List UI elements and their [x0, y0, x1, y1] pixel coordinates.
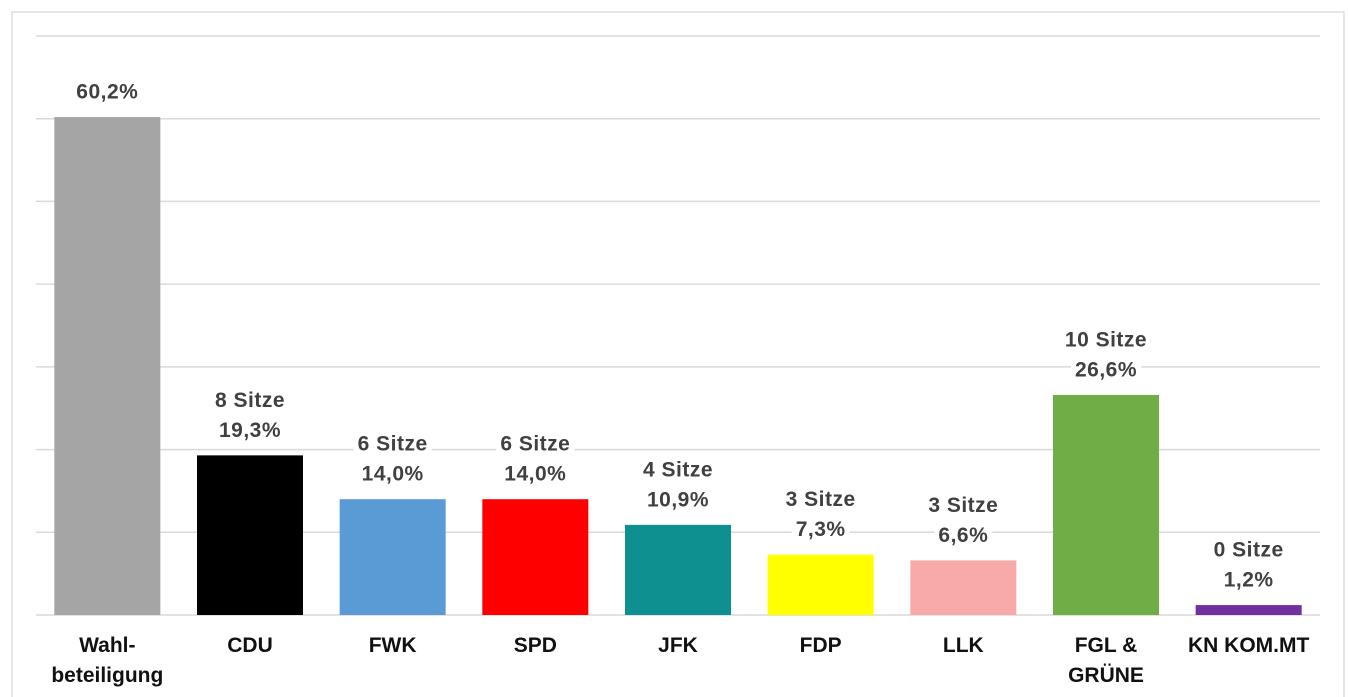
- data-label: 8 Sitze: [215, 389, 285, 412]
- data-label: 19,3%: [219, 419, 281, 442]
- label-background: [924, 491, 1003, 519]
- bar: [910, 560, 1017, 615]
- data-label: 0 Sitze: [1214, 539, 1284, 562]
- data-label: 6,6%: [938, 524, 988, 547]
- frame: [11, 11, 1345, 697]
- x-tick-label: FGL & GRÜNE: [1068, 634, 1144, 687]
- label-background: [214, 416, 286, 444]
- bar: [197, 455, 303, 615]
- data-label: 60,2%: [76, 81, 138, 104]
- data-label: 6 Sitze: [500, 433, 570, 456]
- data-label: 3 Sitze: [786, 488, 856, 511]
- label-background: [934, 521, 993, 549]
- bar: [1053, 394, 1159, 615]
- bar: [482, 499, 589, 615]
- label-background: [357, 460, 428, 488]
- data-label: 7,3%: [796, 518, 846, 541]
- bar: [625, 524, 731, 615]
- label-background: [781, 486, 860, 514]
- label-background: [642, 486, 714, 514]
- data-label: 3 Sitze: [928, 494, 998, 517]
- bar: [339, 499, 446, 615]
- label-background: [210, 386, 290, 414]
- label-background: [1209, 536, 1288, 564]
- label-background: [1060, 326, 1152, 354]
- data-label: 26,6%: [1075, 359, 1137, 382]
- data-label: 10,9%: [647, 488, 709, 511]
- label-background: [1070, 356, 1142, 384]
- data-label: 1,2%: [1224, 569, 1274, 592]
- label-background: [791, 516, 850, 544]
- x-tick-label: FDP: [799, 634, 842, 657]
- x-tick-label: KN KOM.MT: [1187, 634, 1310, 657]
- label-background: [353, 430, 432, 458]
- bar: [1195, 605, 1302, 615]
- data-label: 14,0%: [362, 463, 424, 486]
- label-background: [72, 78, 143, 106]
- x-tick-label: CDU: [227, 634, 273, 657]
- label-background: [1219, 566, 1278, 594]
- data-label: 14,0%: [504, 463, 566, 486]
- label-background: [496, 430, 575, 458]
- x-tick-label: Wahl- beteiligung: [51, 634, 164, 687]
- x-tick-label: SPD: [513, 634, 557, 657]
- data-label: 6 Sitze: [358, 433, 428, 456]
- data-label: 10 Sitze: [1065, 329, 1147, 352]
- label-background: [638, 456, 718, 484]
- x-tick-label: LLK: [942, 634, 984, 657]
- label-background: [500, 460, 571, 488]
- data-label: 4 Sitze: [643, 458, 713, 481]
- x-tick-label: FWK: [368, 634, 417, 657]
- bar: [767, 554, 874, 615]
- x-tick-label: JFK: [658, 634, 698, 657]
- bar: [54, 117, 161, 615]
